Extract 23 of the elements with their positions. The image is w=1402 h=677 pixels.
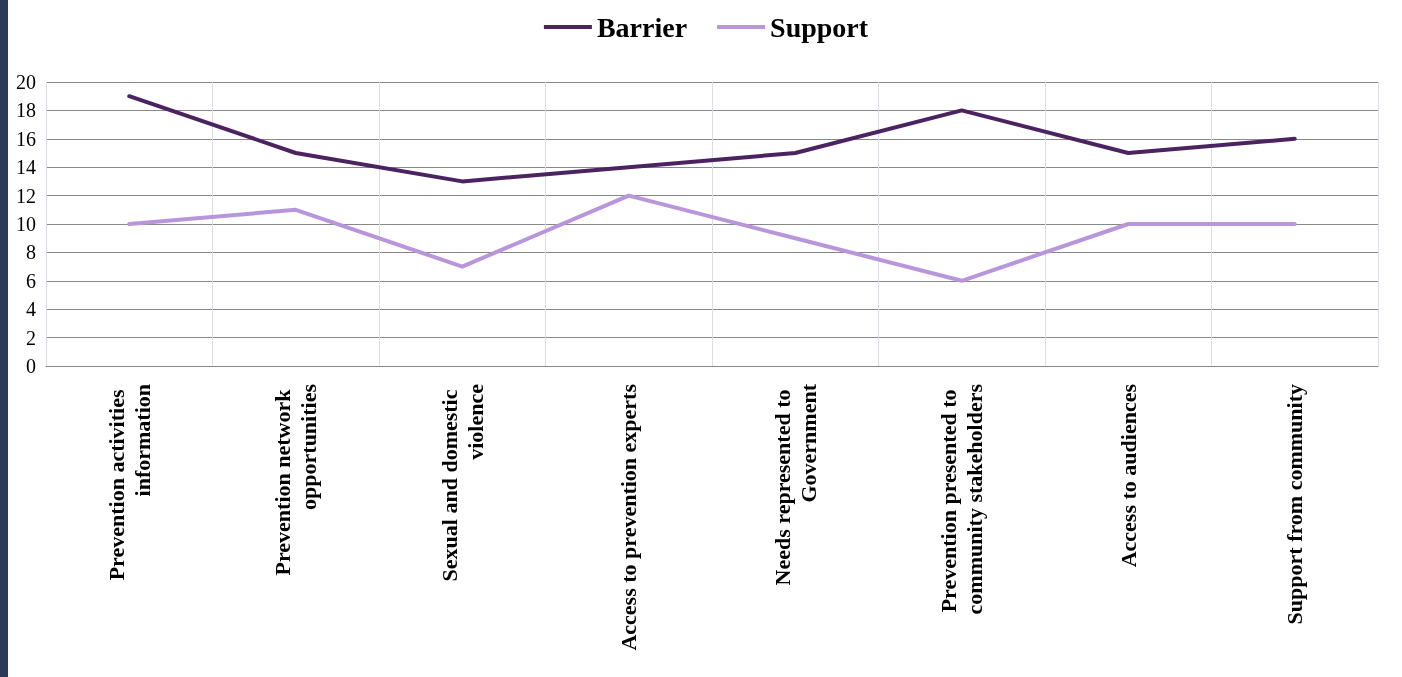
y-tick-label: 8 [26, 241, 36, 264]
legend-label: Barrier [596, 11, 688, 43]
y-tick-label: 20 [16, 71, 36, 93]
y-tick-label: 16 [16, 127, 36, 150]
y-tick-label: 12 [16, 184, 36, 207]
x-tick-label: Access to audiences [1115, 383, 1141, 568]
legend-label: Support [770, 11, 869, 43]
y-tick-label: 2 [26, 326, 36, 349]
line-series [127, 193, 1297, 283]
x-tick-label: Needs represented to Government [769, 383, 821, 586]
x-tick-label: Prevention activities information [103, 384, 155, 581]
y-tick-label: 18 [16, 99, 36, 122]
x-tick-label: Prevention network opportunities [270, 383, 322, 576]
y-tick-label: 6 [26, 269, 36, 292]
y-tick-label: 0 [26, 355, 36, 377]
x-tick-label: Prevention presented to community stakeholders [936, 383, 988, 615]
y-tick-label: 4 [26, 298, 36, 321]
line-series [127, 94, 1297, 184]
x-tick-label: Sexual and domestic violence [436, 383, 488, 582]
x-tick-label: Access to prevention experts [616, 383, 642, 651]
y-tick-label: 14 [16, 156, 36, 179]
y-tick-label: 10 [16, 213, 36, 235]
x-tick-label: Support from community [1282, 384, 1308, 625]
